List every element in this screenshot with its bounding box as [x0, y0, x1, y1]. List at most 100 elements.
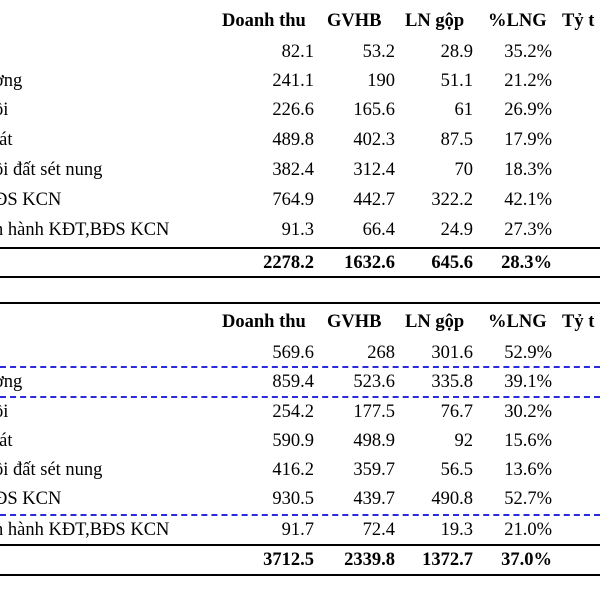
cell-gvhb: 523.6: [353, 372, 395, 392]
highlight-dash-bottom: [0, 396, 600, 398]
cell-gvhb: 268: [367, 343, 395, 363]
cell-pct-lng: 26.9%: [504, 100, 552, 120]
cell-doanh-thu: 416.2: [272, 460, 314, 480]
cell-ln-gop: 61: [454, 100, 474, 120]
cell-gvhb: 53.2: [362, 42, 395, 62]
cell-ln-gop: 92: [454, 431, 474, 451]
cell-ln-gop: 301.6: [431, 343, 473, 363]
header-ty-trong: Tỷ t: [562, 11, 595, 31]
cell-gvhb: 402.3: [353, 130, 395, 150]
row-label: n hành KĐT,BĐS KCN: [0, 520, 170, 540]
cell-doanh-thu: 569.6: [272, 343, 314, 363]
row-label: ồi đất sét nung: [0, 460, 103, 480]
highlight-dash-top-2: [0, 514, 600, 516]
cell-doanh-thu: 859.4: [272, 372, 314, 392]
highlight-dash-top: [0, 366, 600, 368]
row-label: ĐS KCN: [0, 489, 62, 509]
cell-ln-gop: 335.8: [431, 372, 473, 392]
row-label: ồi: [0, 402, 9, 422]
table-row: lát 590.9 498.9 92 15.6%: [0, 427, 600, 456]
cell-ln-gop: 87.5: [440, 130, 473, 150]
cell-pct-lng: 13.6%: [504, 460, 552, 480]
cell-pct-lng: 42.1%: [504, 190, 552, 210]
header-doanh-thu: Doanh thu: [222, 312, 306, 332]
cell-gvhb: 498.9: [353, 431, 395, 451]
cell-doanh-thu: 590.9: [272, 431, 314, 451]
total-ln-gop: 645.6: [431, 253, 473, 273]
table-row: n hành KĐT,BĐS KCN 91.3 66.4 24.9 27.3%: [0, 216, 600, 245]
header-ln-gop: LN gộp: [405, 312, 465, 332]
cell-gvhb: 442.7: [353, 190, 395, 210]
total-gvhb: 2339.8: [344, 550, 395, 570]
table-top-border: [0, 302, 600, 304]
header-ty-trong: Tỷ t: [562, 312, 595, 332]
cell-doanh-thu: 91.3: [281, 220, 314, 240]
cell-gvhb: 66.4: [362, 220, 395, 240]
table-row: ĐS KCN 930.5 439.7 490.8 52.7%: [0, 485, 600, 514]
cell-doanh-thu: 382.4: [272, 160, 314, 180]
header-ln-gop: LN gộp: [405, 11, 465, 31]
cell-ln-gop: 51.1: [440, 71, 473, 91]
cell-pct-lng: 21.0%: [504, 520, 552, 540]
table-row: ồi đất sét nung 382.4 312.4 70 18.3%: [0, 156, 600, 185]
cell-doanh-thu: 241.1: [272, 71, 314, 91]
total-pct-lng: 37.0%: [501, 550, 552, 570]
cell-gvhb: 165.6: [353, 100, 395, 120]
cell-gvhb: 439.7: [353, 489, 395, 509]
cell-pct-lng: 30.2%: [504, 402, 552, 422]
cell-ln-gop: 19.3: [440, 520, 473, 540]
cell-doanh-thu: 226.6: [272, 100, 314, 120]
cell-ln-gop: 28.9: [440, 42, 473, 62]
cell-ln-gop: 490.8: [431, 489, 473, 509]
cell-ln-gop: 70: [454, 160, 474, 180]
row-label: ồi: [0, 100, 9, 120]
table-row: ĐS KCN 764.9 442.7 322.2 42.1%: [0, 186, 600, 215]
table-row: 82.1 53.2 28.9 35.2%: [0, 38, 600, 67]
table-row: lát 489.8 402.3 87.5 17.9%: [0, 126, 600, 155]
table-row: 569.6 268 301.6 52.9%: [0, 339, 600, 368]
cell-doanh-thu: 930.5: [272, 489, 314, 509]
cell-doanh-thu: 82.1: [281, 42, 314, 62]
table-bottom-border: [0, 276, 600, 278]
total-divider: [0, 247, 600, 249]
row-label: n hành KĐT,BĐS KCN: [0, 220, 170, 240]
total-divider: [0, 544, 600, 546]
cell-pct-lng: 52.7%: [504, 489, 552, 509]
cell-ln-gop: 24.9: [440, 220, 473, 240]
row-label: lát: [0, 431, 13, 451]
table-row: ồi 254.2 177.5 76.7 30.2%: [0, 398, 600, 427]
header-row: Doanh thu GVHB LN gộp %LNG Tỷ t: [0, 7, 600, 36]
cell-doanh-thu: 254.2: [272, 402, 314, 422]
row-label: ồi đất sét nung: [0, 160, 103, 180]
header-pct-lng: %LNG: [488, 11, 547, 31]
cell-ln-gop: 76.7: [440, 402, 473, 422]
total-doanh-thu: 3712.5: [263, 550, 314, 570]
cell-ln-gop: 56.5: [440, 460, 473, 480]
table-bottom-border: [0, 574, 600, 576]
header-pct-lng: %LNG: [488, 312, 547, 332]
table-row: ơng 241.1 190 51.1 21.2%: [0, 67, 600, 96]
header-row: Doanh thu GVHB LN gộp %LNG Tỷ t: [0, 308, 600, 337]
row-label: ơng: [0, 71, 23, 91]
cell-pct-lng: 27.3%: [504, 220, 552, 240]
table-row: ồi đất sét nung 416.2 359.7 56.5 13.6%: [0, 456, 600, 485]
cell-doanh-thu: 91.7: [281, 520, 314, 540]
row-label: ơng: [0, 372, 23, 392]
cell-doanh-thu: 764.9: [272, 190, 314, 210]
table-row: ơng 859.4 523.6 335.8 39.1%: [0, 368, 600, 397]
row-label: lát: [0, 130, 13, 150]
cell-pct-lng: 35.2%: [504, 42, 552, 62]
total-gvhb: 1632.6: [344, 253, 395, 273]
cell-gvhb: 72.4: [362, 520, 395, 540]
total-row: 3712.5 2339.8 1372.7 37.0%: [0, 546, 600, 575]
cell-pct-lng: 17.9%: [504, 130, 552, 150]
table-row: n hành KĐT,BĐS KCN 91.7 72.4 19.3 21.0%: [0, 516, 600, 545]
cell-ln-gop: 322.2: [431, 190, 473, 210]
cell-pct-lng: 39.1%: [504, 372, 552, 392]
cell-pct-lng: 52.9%: [504, 343, 552, 363]
header-gvhb: GVHB: [327, 11, 382, 31]
total-pct-lng: 28.3%: [501, 253, 552, 273]
cell-pct-lng: 18.3%: [504, 160, 552, 180]
row-label: ĐS KCN: [0, 190, 62, 210]
total-doanh-thu: 2278.2: [263, 253, 314, 273]
